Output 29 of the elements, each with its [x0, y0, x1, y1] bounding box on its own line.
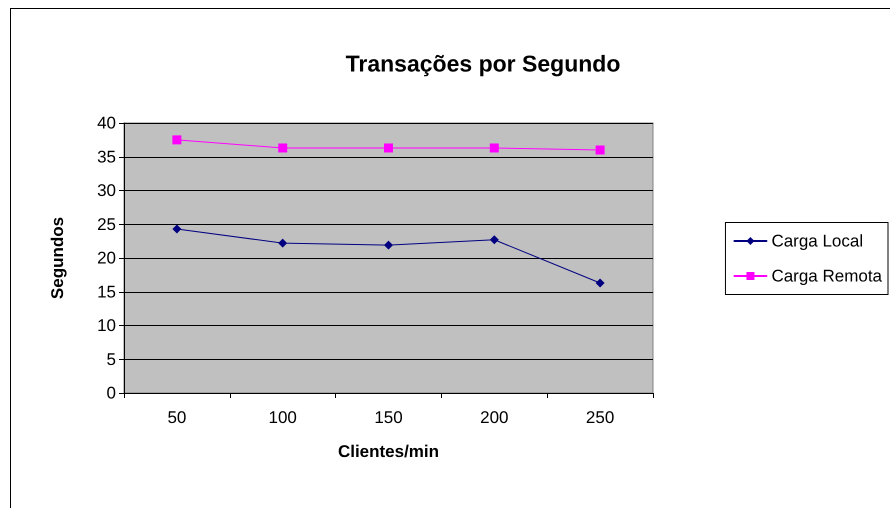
point: [172, 224, 182, 234]
y-axis-title: Segundos: [48, 216, 67, 300]
legend-label: Carga Local: [771, 232, 864, 250]
y-tick-label: 20: [97, 248, 116, 268]
y-tick-label: 5: [106, 350, 116, 369]
point: [172, 135, 182, 144]
x-tick-label: 150: [374, 408, 403, 427]
y-tick-label: 15: [97, 282, 116, 302]
x-tick-label: 50: [167, 408, 186, 427]
y-tick-label: 40: [97, 114, 116, 132]
point: [596, 278, 605, 288]
point: [384, 143, 393, 152]
y-tick-label: 10: [97, 316, 116, 335]
y-tick-label: 35: [97, 147, 116, 166]
y-tick-label: 30: [97, 181, 116, 200]
legend-label: Carga Remota: [771, 266, 883, 286]
x-tick-label: 250: [586, 408, 614, 427]
point: [490, 143, 499, 152]
point: [278, 238, 288, 248]
x-tick-label: 100: [268, 408, 297, 427]
x-axis-title: Clientes/min: [338, 442, 440, 461]
y-tick-label: 25: [97, 214, 116, 234]
point: [384, 240, 393, 250]
point: [490, 235, 499, 244]
chart-title: Transações por Segundo: [346, 50, 620, 76]
point: [278, 143, 288, 152]
y-tick-label: 0: [106, 384, 116, 402]
point: [596, 146, 605, 154]
x-tick-label: 200: [480, 408, 508, 427]
